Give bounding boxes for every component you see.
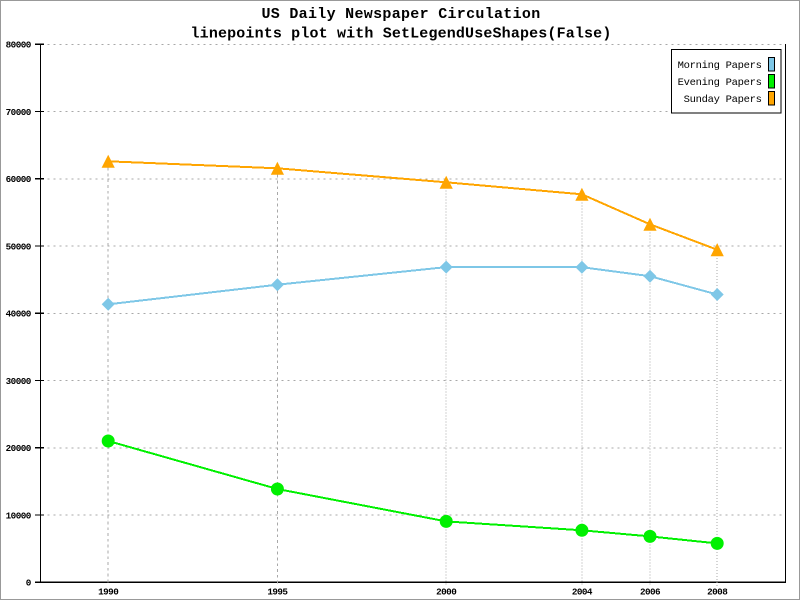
svg-text:60000: 60000 bbox=[6, 174, 32, 185]
svg-text:10000: 10000 bbox=[6, 510, 32, 521]
svg-text:1990: 1990 bbox=[98, 587, 119, 598]
svg-text:50000: 50000 bbox=[6, 241, 32, 252]
svg-text:2008: 2008 bbox=[707, 587, 728, 598]
svg-text:80000: 80000 bbox=[6, 40, 32, 51]
svg-text:70000: 70000 bbox=[6, 107, 32, 118]
svg-text:linepoints plot with SetLegend: linepoints plot with SetLegendUseShapes(… bbox=[191, 26, 612, 43]
svg-text:2004: 2004 bbox=[572, 587, 593, 598]
svg-text:1995: 1995 bbox=[267, 587, 288, 598]
svg-text:Evening Papers: Evening Papers bbox=[678, 77, 762, 89]
svg-text:20000: 20000 bbox=[6, 443, 32, 454]
svg-text:30000: 30000 bbox=[6, 376, 32, 387]
svg-text:2006: 2006 bbox=[640, 587, 661, 598]
svg-text:0: 0 bbox=[26, 578, 32, 589]
svg-text:US Daily Newspaper Circulation: US Daily Newspaper Circulation bbox=[261, 6, 540, 23]
svg-text:Morning Papers: Morning Papers bbox=[678, 60, 762, 72]
svg-text:2000: 2000 bbox=[436, 587, 457, 598]
svg-text:40000: 40000 bbox=[6, 309, 32, 320]
svg-text:Sunday Papers: Sunday Papers bbox=[684, 94, 762, 106]
